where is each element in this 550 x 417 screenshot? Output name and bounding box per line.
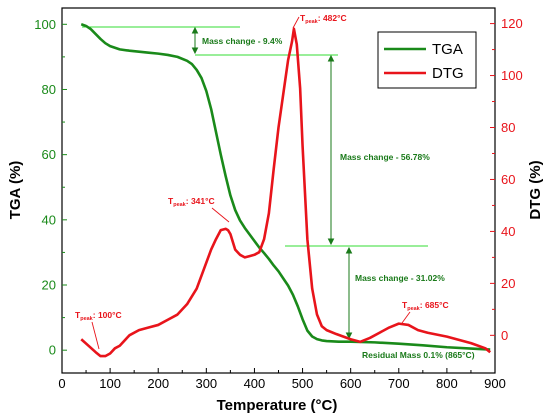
y-right-tick-label: 0 xyxy=(501,328,508,343)
arrow-1-head-bottom xyxy=(191,47,199,55)
y-right-tick-label: 20 xyxy=(501,276,515,291)
y-left-tick-label: 60 xyxy=(42,147,56,162)
legend-tga-label: TGA xyxy=(432,41,463,58)
y-right-tick-label: 40 xyxy=(501,224,515,239)
y-axis-left-title: TGA (%) xyxy=(7,161,24,220)
peak-100-label: Tpeak: 100°C xyxy=(75,310,122,322)
legend-box xyxy=(377,31,477,89)
mass-change-arrows xyxy=(191,26,353,340)
y-left-tick-label: 40 xyxy=(42,212,56,227)
y-right-tick-label: 100 xyxy=(501,68,523,83)
y-right-tick-label: 80 xyxy=(501,120,515,135)
mass-change-labels: Mass change - 9.4% Mass change - 56.78% … xyxy=(202,36,475,360)
arrow-2-head-top xyxy=(327,54,335,62)
peak-100-pointer xyxy=(91,321,100,350)
x-tick-label: 700 xyxy=(388,376,410,391)
series-tga-line xyxy=(80,23,491,351)
x-tick-label: 900 xyxy=(484,376,506,391)
mass-change-2-label: Mass change - 56.78% xyxy=(340,152,430,162)
x-tick-label: 600 xyxy=(340,376,362,391)
x-tick-label: 400 xyxy=(244,376,266,391)
peak-341-pointer xyxy=(211,207,230,223)
mass-change-1-label: Mass change - 9.4% xyxy=(202,36,283,46)
peak-pointers xyxy=(91,16,411,350)
arrow-3-head-top xyxy=(345,246,353,254)
y-left-tick-label: 80 xyxy=(42,82,56,97)
mass-change-3-label: Mass change - 31.02% xyxy=(355,273,445,283)
residual-mass-label: Residual Mass 0.1% (865°C) xyxy=(362,350,475,360)
x-tick-label: 300 xyxy=(195,376,217,391)
peak-482-pointer xyxy=(292,16,300,29)
x-tick-label: 200 xyxy=(147,376,169,391)
arrow-3-head-bottom xyxy=(345,332,353,340)
y-left-tick-label: 0 xyxy=(49,343,56,358)
y-left-tick-label: 20 xyxy=(42,278,56,293)
x-axis-title: Temperature (°C) xyxy=(217,397,338,414)
arrow-2-head-bottom xyxy=(327,238,335,246)
peak-685-label: Tpeak: 685°C xyxy=(402,300,449,312)
peak-labels: Tpeak: 100°C Tpeak: 341°C Tpeak: 482°C T… xyxy=(75,13,449,322)
y-axis-right-title: DTG (%) xyxy=(527,160,544,219)
peak-482-label: Tpeak: 482°C xyxy=(300,13,347,25)
arrow-1-head-top xyxy=(191,26,199,34)
y-right-tick-label: 120 xyxy=(501,16,523,31)
series-dtg-line xyxy=(80,27,492,358)
peak-685-pointer xyxy=(401,311,411,324)
x-tick-label: 500 xyxy=(292,376,314,391)
legend-dtg-label: DTG xyxy=(432,65,464,82)
axis-ticks: 0 100 200 300 400 500 600 700 800 900020406080100… xyxy=(34,16,522,391)
y-left-tick-label: 100 xyxy=(34,17,56,32)
peak-341-label: Tpeak: 341°C xyxy=(168,196,215,208)
legend: TGA DTG xyxy=(377,31,477,89)
mass-change-guides xyxy=(82,26,428,247)
y-right-tick-label: 60 xyxy=(501,172,515,187)
x-tick-label: 800 xyxy=(436,376,458,391)
x-tick-label: 100 xyxy=(99,376,121,391)
x-tick-label: 0 xyxy=(58,376,65,391)
